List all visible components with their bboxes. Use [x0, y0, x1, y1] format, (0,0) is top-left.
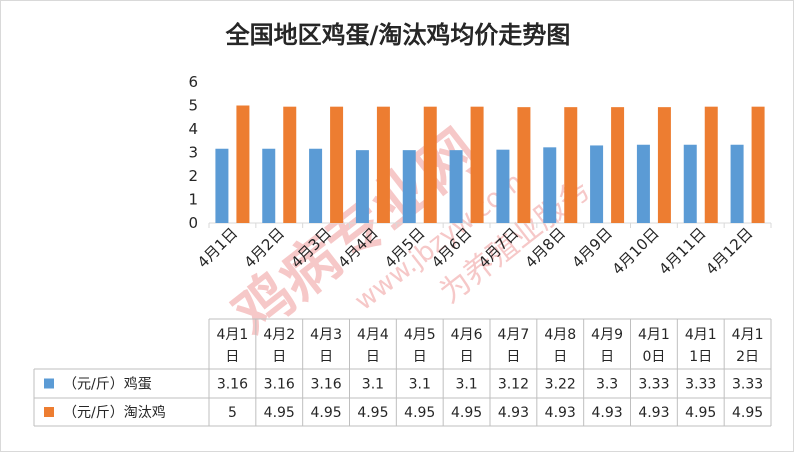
x-tick-label: 4月1日 [194, 224, 241, 271]
table-cell: 4.95 [685, 405, 716, 421]
bar-hen [330, 106, 344, 223]
table-header-line2: 0日 [642, 349, 665, 365]
table-header-line1: 4月1 [638, 327, 670, 343]
table-header-line2: 日 [319, 349, 333, 365]
y-tick-label: 2 [188, 167, 198, 185]
bar-egg [355, 150, 369, 223]
y-tick-label: 3 [188, 144, 198, 162]
y-tick-label: 5 [188, 97, 198, 115]
table-cell: 4.93 [545, 405, 576, 421]
legend-swatch-hen [44, 407, 54, 417]
table-cell: 3.16 [310, 377, 341, 393]
table-header-line2: 日 [460, 349, 474, 365]
table-cell: 3.16 [217, 377, 248, 393]
bar-hen [376, 106, 390, 223]
table-header-line1: 4月1 [217, 327, 249, 343]
table-cell: 4.93 [498, 405, 529, 421]
bar-egg [309, 148, 323, 223]
table-header-line1: 4月8 [544, 327, 576, 343]
bar-egg [402, 150, 416, 223]
bar-egg [496, 149, 510, 223]
bar-hen [704, 106, 718, 223]
bar-egg [730, 144, 744, 223]
table-cell: 4.93 [638, 405, 669, 421]
table-header-line1: 4月5 [404, 327, 436, 343]
bar-hen [283, 106, 297, 223]
table-header-line1: 4月9 [591, 327, 623, 343]
y-tick-label: 0 [188, 214, 198, 232]
table-cell: 4.95 [732, 405, 763, 421]
table-header-line1: 4月6 [451, 327, 483, 343]
table-cell: 3.12 [498, 377, 529, 393]
table-header-line1: 4月7 [498, 327, 530, 343]
bar-egg [543, 147, 557, 223]
table-header-line1: 4月1 [685, 327, 717, 343]
table-cell: 4.95 [264, 405, 295, 421]
bar-hen [564, 107, 578, 223]
table-header-line2: 日 [272, 349, 286, 365]
bar-hen [657, 107, 671, 223]
bar-hen [423, 106, 437, 223]
table-header-line2: 2日 [736, 349, 759, 365]
table-cell: 4.95 [404, 405, 435, 421]
table-header-line1: 4月4 [357, 327, 389, 343]
table-cell: 3.16 [264, 377, 295, 393]
legend-swatch-egg [44, 378, 54, 389]
table-cell: 4.95 [451, 405, 482, 421]
table-cell: 3.1 [455, 377, 477, 393]
table-cell: 3.33 [732, 377, 763, 393]
bar-egg [590, 145, 604, 223]
bar-hen [236, 105, 250, 223]
table-cell: 4.95 [357, 405, 388, 421]
chart-title: 全国地区鸡蛋/淘汰鸡均价走势图 [225, 21, 571, 49]
bar-egg [636, 144, 650, 223]
x-tick-label: 4月12日 [702, 224, 756, 278]
table-cell: 3.33 [638, 377, 669, 393]
bar-egg [262, 148, 276, 223]
table-cell: 3.1 [362, 377, 384, 393]
y-tick-label: 6 [188, 73, 198, 91]
table-header-line2: 日 [553, 349, 567, 365]
legend-label-hen: （元/斤）淘汰鸡 [63, 404, 166, 421]
table-header-line1: 4月1 [732, 327, 764, 343]
bar-hen [611, 107, 625, 223]
table-cell: 3.22 [545, 377, 576, 393]
bar-egg [683, 144, 697, 223]
table-cell: 4.95 [310, 405, 341, 421]
legend-label-egg: （元/斤）鸡蛋 [63, 376, 152, 393]
table-cell: 5 [228, 405, 237, 421]
table-cell: 3.3 [596, 377, 618, 393]
table-header-line2: 日 [413, 349, 427, 365]
x-tick-label: 4月10日 [609, 224, 663, 278]
table-cell: 3.1 [409, 377, 431, 393]
table-header-line2: 1日 [689, 349, 712, 365]
table-header-line1: 4月3 [310, 327, 342, 343]
bar-hen [517, 107, 531, 223]
bar-hen [470, 106, 484, 223]
y-tick-label: 4 [188, 120, 198, 138]
x-tick-label: 4月11日 [655, 224, 709, 278]
bar-egg [215, 148, 229, 223]
table-header-line2: 日 [225, 349, 239, 365]
bar-egg [449, 150, 463, 223]
table-cell: 4.93 [591, 405, 622, 421]
table-cell: 3.33 [685, 377, 716, 393]
table-header-line2: 日 [600, 349, 614, 365]
table-header-line1: 4月2 [263, 327, 295, 343]
y-tick-label: 1 [188, 191, 198, 209]
table-header-line2: 日 [506, 349, 520, 365]
bar-hen [751, 106, 765, 223]
table-header-line2: 日 [366, 349, 380, 365]
